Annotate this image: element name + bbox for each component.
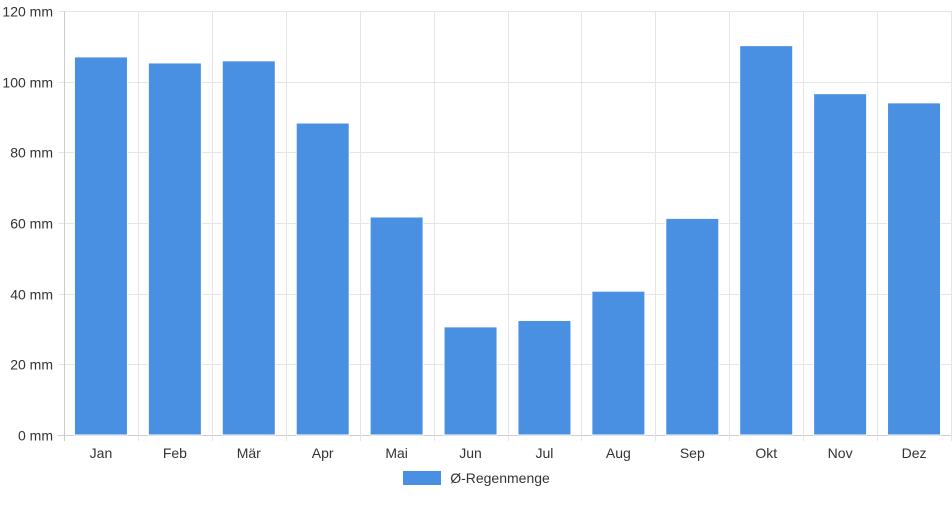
x-tick-label: Apr [312, 445, 334, 461]
bar-sep[interactable] [665, 217, 720, 436]
bar-okt[interactable] [739, 45, 794, 436]
bar-apr[interactable] [295, 122, 350, 436]
y-tick-label: 60 mm [10, 216, 53, 232]
y-tick-label: 80 mm [10, 145, 53, 161]
x-tick-label: Feb [163, 445, 187, 461]
x-tick-label: Jun [459, 445, 482, 461]
x-tick-label: Aug [606, 445, 631, 461]
bar-dez[interactable] [887, 102, 942, 436]
x-tick-label: Jan [90, 445, 113, 461]
y-tick-label: 20 mm [10, 357, 53, 373]
bar-feb[interactable] [147, 62, 202, 436]
x-tick-label: Dez [902, 445, 927, 461]
grid-lines [58, 11, 952, 441]
bar-mär[interactable] [221, 60, 276, 436]
bar-jul[interactable] [517, 320, 572, 436]
x-tick-label: Jul [536, 445, 554, 461]
y-tick-label: 0 mm [18, 428, 53, 444]
legend-swatch[interactable] [402, 470, 443, 486]
bar-jun[interactable] [443, 326, 498, 436]
y-tick-label: 120 mm [2, 4, 53, 20]
bar-jan[interactable] [73, 56, 128, 436]
x-tick-label: Mär [237, 445, 261, 461]
y-tick-label: 40 mm [10, 287, 53, 303]
x-tick-label: Okt [755, 445, 777, 461]
legend[interactable]: Ø-Regenmenge [0, 470, 952, 486]
bar-aug[interactable] [591, 290, 646, 436]
bar-nov[interactable] [813, 93, 868, 436]
x-tick-label: Sep [680, 445, 705, 461]
x-tick-label: Nov [828, 445, 853, 461]
bar-mai[interactable] [369, 216, 424, 436]
bars [73, 45, 942, 436]
legend-label[interactable]: Ø-Regenmenge [450, 470, 550, 486]
y-axis-tick-labels: 0 mm 20 mm 40 mm 60 mm 80 mm 100 mm 120 mm [2, 4, 53, 444]
x-tick-label: Mai [385, 445, 408, 461]
x-axis-tick-labels: Jan Feb Mär Apr Mai Jun Jul Aug Sep Okt Nov Dez [90, 445, 927, 461]
y-tick-label: 100 mm [2, 75, 53, 91]
